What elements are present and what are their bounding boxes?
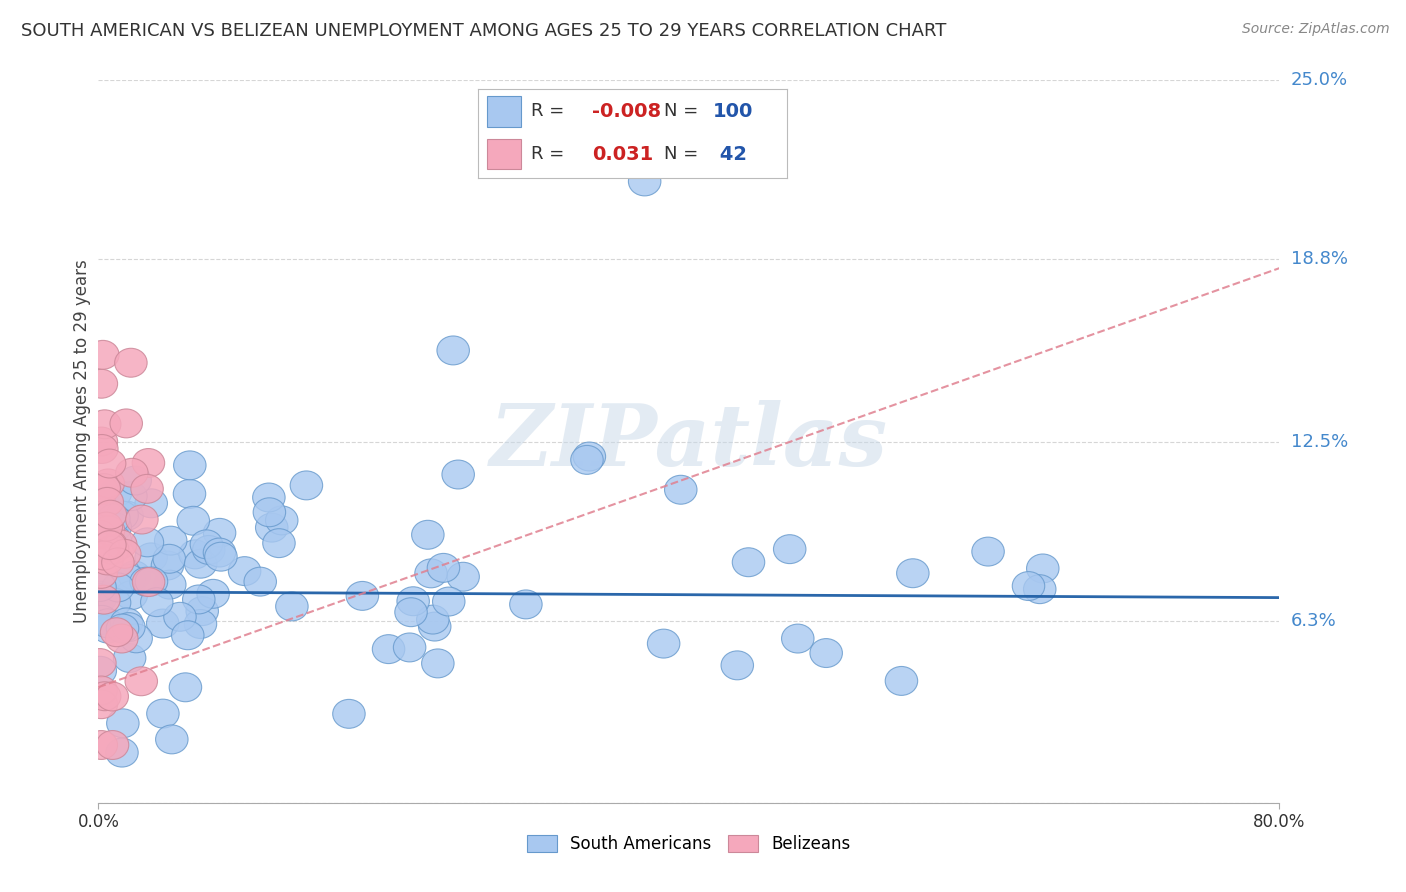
Text: R =: R = bbox=[530, 103, 564, 120]
Text: 25.0%: 25.0% bbox=[1291, 71, 1348, 89]
Legend: South Americans, Belizeans: South Americans, Belizeans bbox=[520, 828, 858, 860]
Text: 0.031: 0.031 bbox=[592, 145, 654, 164]
Y-axis label: Unemployment Among Ages 25 to 29 years: Unemployment Among Ages 25 to 29 years bbox=[73, 260, 91, 624]
Text: ZIPatlas: ZIPatlas bbox=[489, 400, 889, 483]
Text: -0.008: -0.008 bbox=[592, 102, 662, 121]
Text: Source: ZipAtlas.com: Source: ZipAtlas.com bbox=[1241, 22, 1389, 37]
FancyBboxPatch shape bbox=[488, 96, 522, 127]
Text: 12.5%: 12.5% bbox=[1291, 433, 1348, 450]
Text: 100: 100 bbox=[713, 102, 754, 121]
Text: 6.3%: 6.3% bbox=[1291, 612, 1336, 630]
Text: 42: 42 bbox=[713, 145, 747, 164]
Text: R =: R = bbox=[530, 145, 564, 163]
Text: 18.8%: 18.8% bbox=[1291, 251, 1347, 268]
Text: N =: N = bbox=[664, 145, 697, 163]
Text: N =: N = bbox=[664, 103, 697, 120]
FancyBboxPatch shape bbox=[488, 139, 522, 169]
Text: SOUTH AMERICAN VS BELIZEAN UNEMPLOYMENT AMONG AGES 25 TO 29 YEARS CORRELATION CH: SOUTH AMERICAN VS BELIZEAN UNEMPLOYMENT … bbox=[21, 22, 946, 40]
